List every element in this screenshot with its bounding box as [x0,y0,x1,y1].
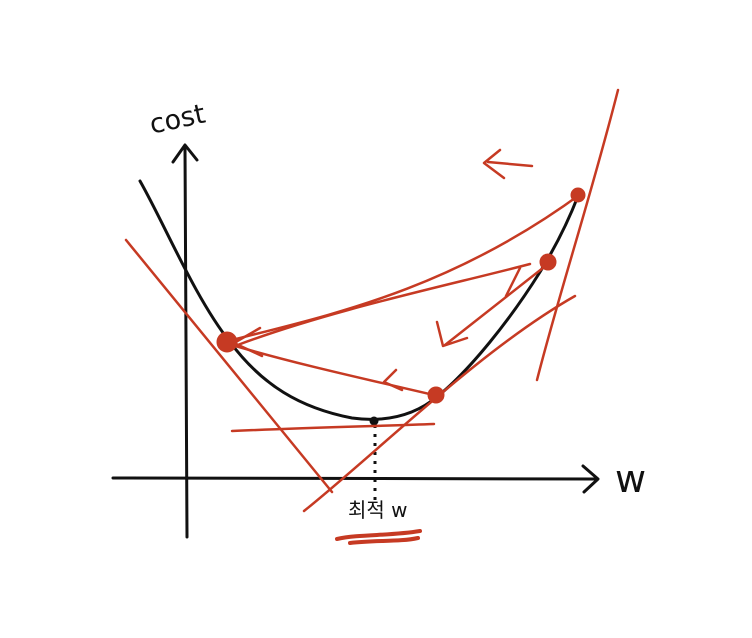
step-line-middle [233,262,532,348]
tangent-line-steep [504,266,522,298]
arrowhead-on-lower-step [382,368,404,392]
arrowhead-on-diagonal [435,320,469,348]
optimal-w-underline [335,529,422,545]
tangent-line-bottom [230,422,436,433]
descent-points [216,187,586,404]
tangent-line-left [124,238,334,494]
x-axis-arrowhead [581,464,600,494]
optimal-point [369,416,379,426]
axes [111,143,600,539]
cost-curve [138,179,580,421]
point-low-right [427,386,445,404]
optimal-w-label: 최적 w [348,498,408,522]
y-axis [183,146,189,539]
step-line-lower [230,343,440,398]
point-top-right [570,187,586,203]
x-axis-label: w [615,457,646,501]
direction-arrow-left [482,148,534,180]
y-axis-arrowhead [171,143,199,164]
x-axis [111,476,598,481]
step-line-upper [230,191,584,342]
y-axis-label: cost [147,99,208,141]
step-line-diagonal [443,262,550,347]
tangent-line-right [535,88,620,382]
point-left [216,331,238,353]
point-mid-right [539,253,557,271]
gradient-annotations [124,88,620,513]
